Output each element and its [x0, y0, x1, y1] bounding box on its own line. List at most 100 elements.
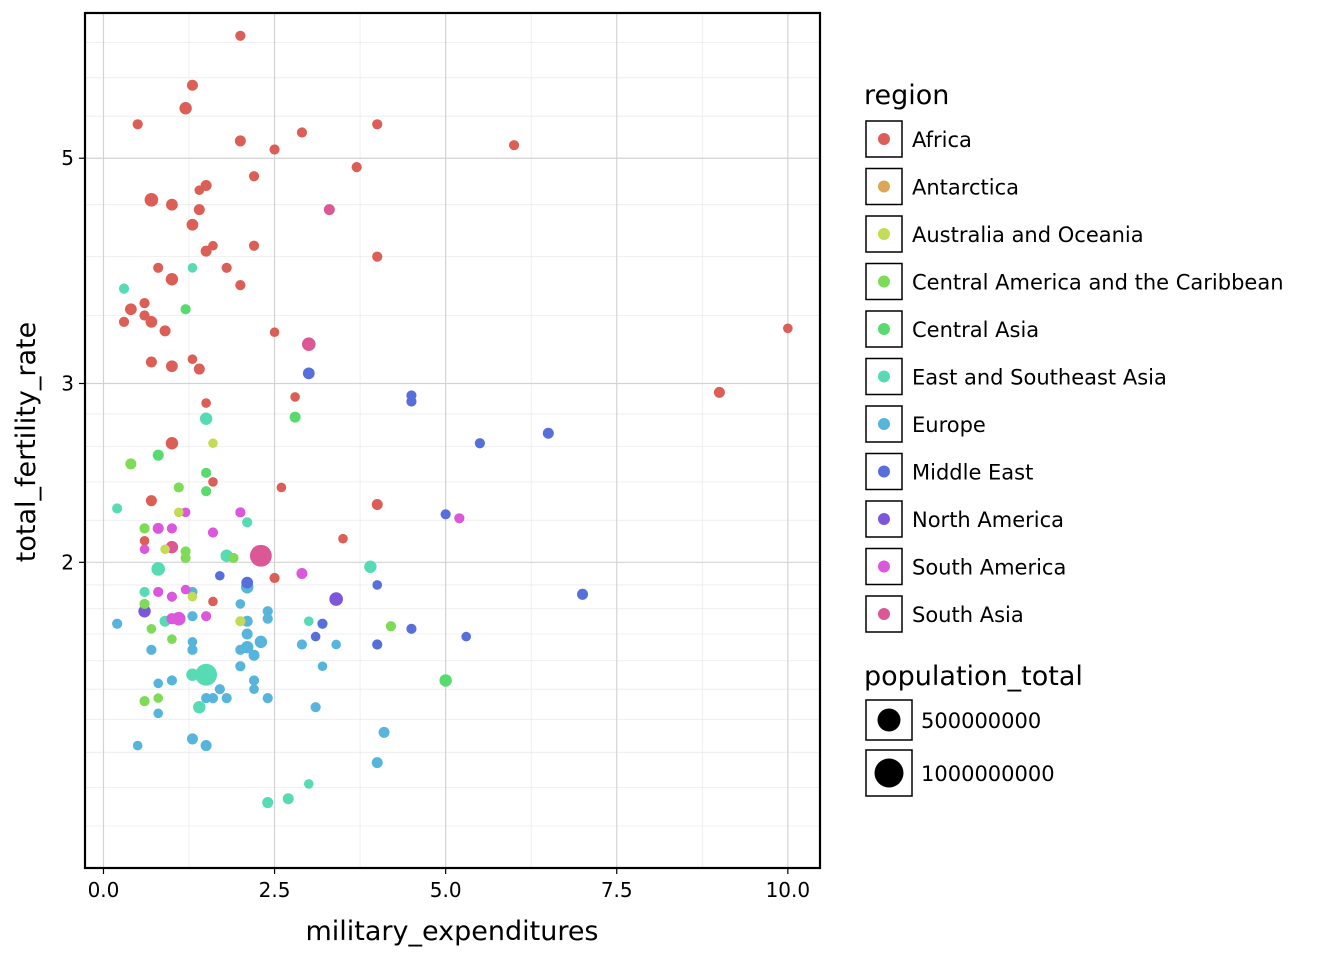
- data-point: [235, 661, 246, 672]
- data-point: [152, 449, 164, 461]
- points-layer: [112, 30, 793, 809]
- data-point: [296, 567, 308, 579]
- data-point: [166, 198, 178, 211]
- data-point: [186, 668, 199, 681]
- data-point: [201, 611, 212, 622]
- data-point: [201, 398, 211, 408]
- data-point: [289, 411, 301, 423]
- data-point: [153, 693, 164, 703]
- data-point: [248, 240, 260, 251]
- data-point: [303, 779, 314, 789]
- data-point: [208, 240, 218, 251]
- data-point: [372, 119, 383, 130]
- data-point: [186, 733, 198, 745]
- data-point: [167, 634, 177, 645]
- data-point: [248, 171, 260, 182]
- data-point: [193, 204, 205, 216]
- data-point: [195, 663, 218, 686]
- data-point: [262, 693, 273, 704]
- data-point: [542, 427, 554, 439]
- data-point: [385, 621, 397, 632]
- legend-label: Middle East: [912, 461, 1033, 485]
- data-point: [323, 204, 335, 216]
- legend: region Africa Antarctica Australia and Oce…: [864, 80, 1284, 797]
- legend-swatch: [878, 465, 890, 478]
- data-point: [145, 356, 157, 368]
- data-point: [331, 639, 341, 650]
- data-point: [317, 618, 328, 629]
- data-point: [146, 624, 157, 634]
- size-legend-label: 1000000000: [921, 762, 1055, 786]
- legend-swatch: [878, 513, 890, 525]
- data-point: [165, 273, 179, 286]
- legend-swatch: [878, 180, 890, 193]
- x-tick-label: 0.0: [88, 878, 120, 902]
- data-point: [207, 693, 219, 704]
- y-axis-ticks: 2 3 5: [61, 146, 85, 574]
- data-point: [165, 437, 179, 450]
- data-point: [290, 392, 300, 402]
- panel-border: [83, 11, 822, 870]
- data-point: [372, 251, 383, 262]
- data-point: [139, 523, 150, 534]
- data-point: [193, 363, 205, 375]
- data-point: [317, 661, 328, 672]
- data-point: [234, 135, 246, 147]
- data-point: [139, 310, 150, 321]
- data-point: [262, 606, 273, 617]
- data-point: [118, 316, 130, 327]
- data-point: [200, 740, 212, 752]
- data-point: [338, 533, 348, 544]
- data-point: [329, 592, 343, 606]
- legend-label: East and Southeast Asia: [912, 366, 1167, 390]
- data-point: [577, 588, 589, 600]
- color-legend-entries: Africa Antarctica Australia and Oceania Cen…: [865, 120, 1284, 633]
- grid-major: [85, 13, 820, 868]
- data-point: [145, 315, 158, 328]
- data-point: [262, 613, 273, 624]
- data-point: [296, 127, 308, 138]
- data-point: [166, 613, 178, 625]
- data-point: [235, 644, 246, 655]
- x-axis-ticks: 0.0 2.5 5.0 7.5 10.0: [88, 868, 810, 902]
- data-point: [138, 605, 151, 618]
- data-point: [180, 584, 191, 595]
- x-tick-label: 2.5: [259, 878, 291, 902]
- data-point: [187, 354, 198, 365]
- data-point: [201, 467, 212, 478]
- data-point: [241, 628, 253, 640]
- data-point: [173, 507, 184, 518]
- data-point: [139, 586, 150, 598]
- legend-swatch: [878, 323, 890, 335]
- legend-label: North America: [912, 508, 1064, 532]
- data-point: [214, 684, 225, 695]
- data-point: [139, 544, 150, 555]
- data-point: [406, 623, 417, 634]
- data-point: [132, 740, 143, 751]
- data-point: [112, 618, 123, 629]
- data-point: [235, 507, 246, 518]
- data-point: [249, 684, 259, 694]
- legend-label: Australia and Oceania: [912, 223, 1144, 247]
- data-point: [186, 218, 199, 231]
- data-point: [235, 30, 246, 41]
- data-point: [200, 245, 212, 257]
- data-point: [139, 696, 150, 707]
- data-point: [139, 535, 150, 546]
- data-point: [124, 303, 137, 316]
- data-point: [207, 527, 219, 538]
- data-point: [235, 280, 246, 291]
- data-point: [153, 586, 164, 598]
- data-point: [439, 674, 452, 687]
- data-point: [139, 298, 150, 309]
- legend-swatch: [878, 275, 890, 288]
- data-point: [249, 544, 272, 567]
- data-point: [783, 323, 793, 334]
- size-legend-title: population_total: [864, 661, 1083, 692]
- data-point: [187, 262, 198, 273]
- data-point: [180, 304, 191, 315]
- data-point: [159, 325, 171, 337]
